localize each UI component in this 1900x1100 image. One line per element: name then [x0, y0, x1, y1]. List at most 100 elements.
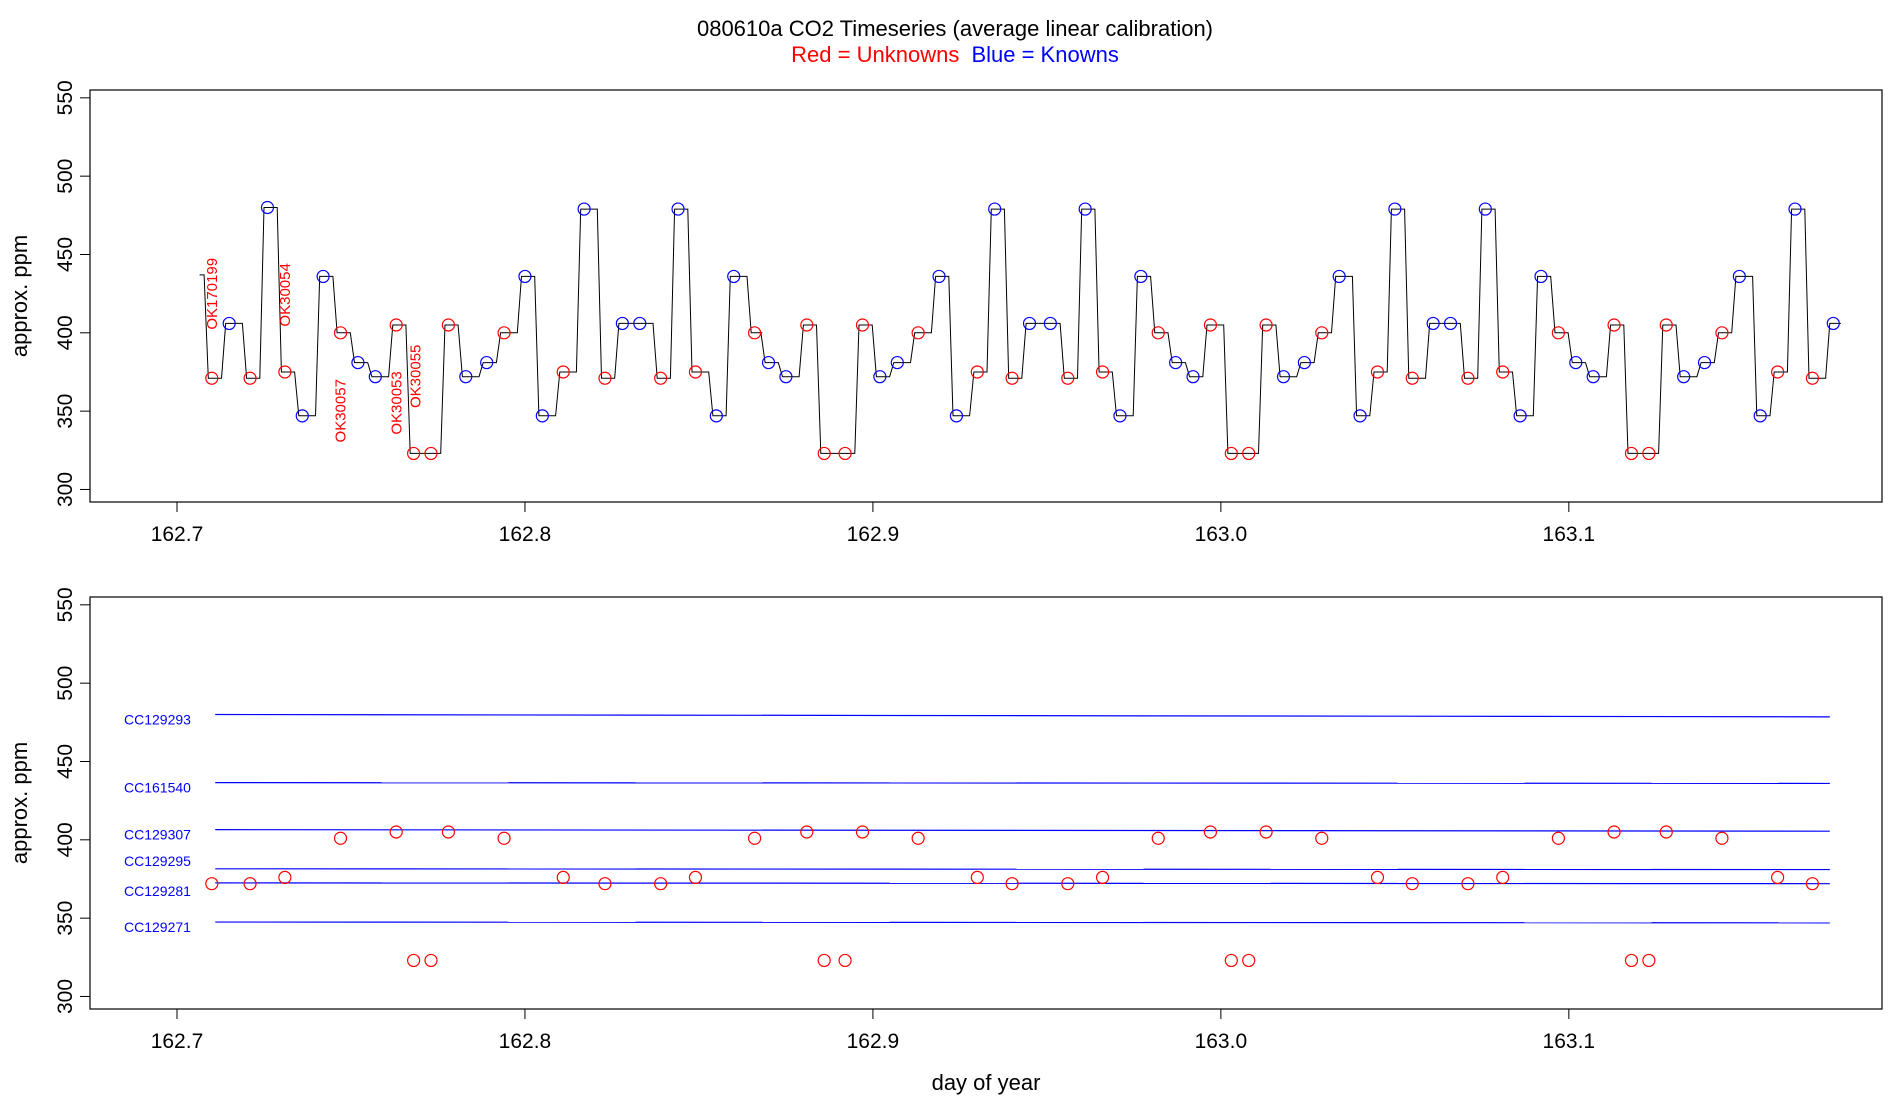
y-tick-label: 450	[54, 237, 77, 272]
unknown-point	[1642, 446, 1656, 461]
known-point	[1134, 269, 1148, 284]
known-point	[459, 370, 473, 384]
known-point	[1169, 355, 1183, 370]
chart-title: 080610a CO2 Timeseries (average linear c…	[697, 16, 1213, 41]
y-tick-label: 300	[54, 472, 77, 507]
known-point	[1186, 370, 1200, 384]
unknown-point	[333, 326, 348, 340]
unknown-point	[556, 870, 570, 885]
y-tick-label: 300	[54, 979, 77, 1014]
y-tick-label: 400	[54, 822, 77, 857]
reference-line-label: CC129295	[124, 853, 191, 869]
unknown-point	[748, 326, 762, 340]
unknown-point	[1496, 870, 1510, 885]
unknown-point	[1061, 877, 1075, 891]
known-point	[709, 409, 723, 423]
unknown-point	[1242, 953, 1256, 968]
known-point	[890, 355, 904, 370]
unknown-point	[497, 326, 511, 340]
y-tick-label: 500	[54, 666, 77, 701]
unknown-point	[1203, 825, 1218, 839]
known-point	[761, 355, 776, 370]
legend-unknowns: Red = Unknowns	[791, 42, 959, 67]
unknown-point	[1642, 953, 1656, 968]
unknown-point	[1551, 831, 1565, 845]
unknown-point	[389, 825, 403, 839]
unknown-point	[654, 877, 668, 891]
unknown-point	[1715, 831, 1729, 845]
sample-annotation: OK30054	[277, 263, 294, 326]
known-point	[1697, 355, 1712, 370]
x-tick-label: 162.8	[499, 1030, 552, 1053]
unknown-point	[1461, 877, 1475, 891]
series-unknowns	[205, 825, 1820, 968]
known-point	[727, 269, 741, 284]
unknown-point	[441, 318, 455, 332]
known-point	[615, 316, 629, 331]
unknown-point	[1771, 365, 1785, 379]
known-point	[1353, 409, 1367, 423]
unknown-point	[1659, 825, 1673, 839]
sample-annotation: OK30057	[333, 379, 350, 442]
unknown-point	[1224, 446, 1238, 461]
known-point	[260, 200, 275, 215]
known-point	[518, 269, 532, 284]
x-axis-label: day of year	[932, 1070, 1041, 1095]
unknown-point	[598, 371, 612, 385]
y-tick-label: 550	[54, 80, 77, 115]
series-knowns	[222, 200, 1840, 423]
unknown-point	[1224, 953, 1238, 968]
x-tick-label: 163.1	[1543, 523, 1596, 546]
y-tick-label: 350	[54, 394, 77, 429]
unknown-point	[407, 446, 421, 461]
known-point	[949, 409, 964, 423]
unknown-point	[1005, 371, 1019, 385]
unknown-point	[205, 371, 219, 385]
known-point	[873, 370, 887, 384]
bottom-panel: 300 350 400 450 500 550 162.7 162.8 162.9 163.0 16…	[7, 587, 1883, 1095]
known-point	[1113, 409, 1127, 423]
sample-annotation: OK30053	[388, 371, 405, 434]
x-tick-label: 162.7	[151, 523, 204, 546]
unknown-point	[911, 326, 925, 340]
reference-line	[215, 868, 1830, 871]
unknown-point	[911, 831, 925, 845]
unknown-point	[1315, 831, 1329, 845]
unknown-point	[688, 365, 703, 379]
known-point	[779, 370, 793, 384]
unknown-point	[1061, 371, 1075, 385]
known-point	[1426, 316, 1440, 331]
unknown-point	[1461, 371, 1475, 385]
y-axis-label: approx. ppm	[7, 742, 32, 864]
sample-annotation: OK30055	[408, 345, 425, 408]
unknown-point	[1771, 870, 1785, 885]
unknown-point	[1805, 371, 1820, 385]
unknown-point	[1242, 446, 1256, 461]
unknown-point	[838, 953, 852, 968]
unknown-point	[1370, 365, 1385, 379]
unknown-point	[855, 825, 870, 839]
unknown-point	[389, 318, 403, 332]
unknown-point	[1095, 365, 1110, 379]
known-point	[1478, 202, 1492, 216]
known-point	[1753, 409, 1767, 423]
known-point	[1297, 355, 1311, 370]
known-point	[988, 202, 1002, 216]
known-point	[1788, 202, 1802, 216]
known-point	[316, 269, 330, 284]
unknown-point	[205, 877, 219, 891]
unknown-point	[654, 371, 668, 385]
known-point	[1043, 316, 1057, 331]
y-tick-label: 500	[54, 159, 77, 194]
unknown-point	[1624, 446, 1639, 461]
unknown-point	[1203, 318, 1218, 332]
unknown-point	[1607, 825, 1621, 839]
unknown-point	[333, 831, 348, 845]
x-tick-label: 163.0	[1195, 523, 1248, 546]
reference-line	[215, 882, 1830, 885]
reference-line	[215, 921, 1830, 924]
unknown-point	[243, 371, 257, 385]
unknown-point	[407, 953, 421, 968]
unknown-point	[817, 953, 831, 968]
